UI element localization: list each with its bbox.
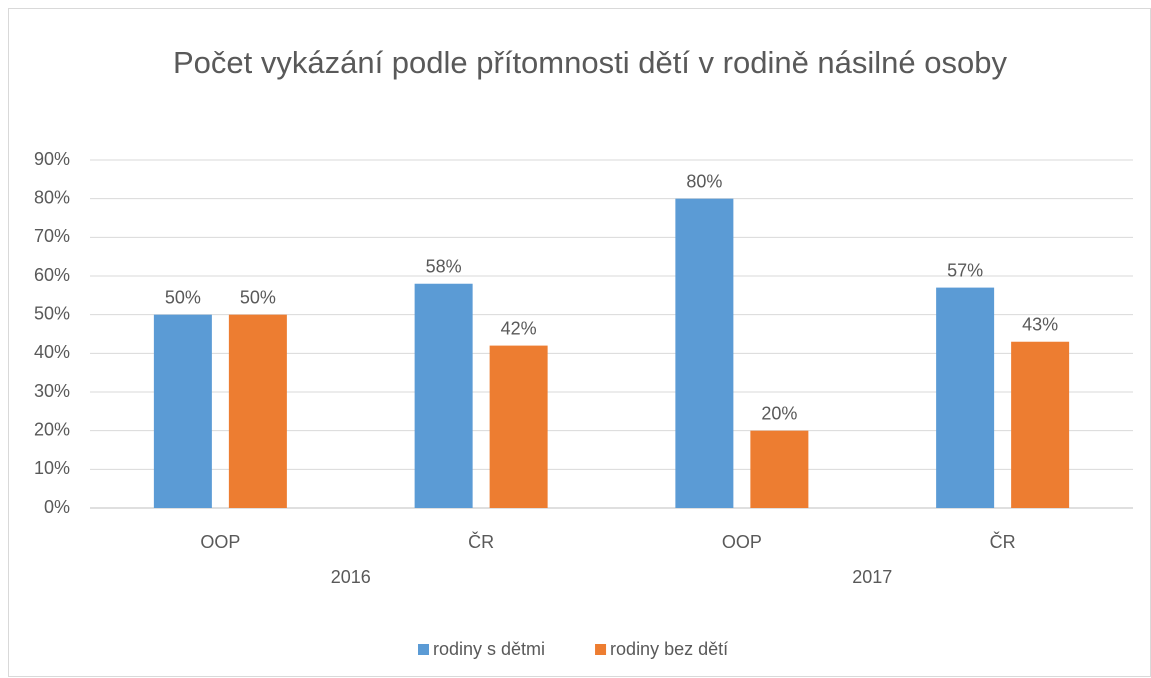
chart-title: Počet vykázání podle přítomnosti dětí v … xyxy=(172,45,1008,80)
bar xyxy=(153,314,212,508)
bar xyxy=(228,314,287,508)
x-tick-label: ČR xyxy=(990,531,1016,552)
data-label: 42% xyxy=(501,318,537,338)
y-tick-label: 40% xyxy=(34,342,70,362)
y-tick-label: 20% xyxy=(34,419,70,439)
data-label: 80% xyxy=(686,171,722,191)
y-tick-label: 80% xyxy=(34,187,70,207)
bar xyxy=(1011,341,1070,508)
y-tick-label: 50% xyxy=(34,303,70,323)
legend-swatch xyxy=(595,644,607,655)
y-tick-label: 30% xyxy=(34,381,70,401)
bar xyxy=(675,198,734,508)
x-tick-label: ČR xyxy=(468,531,494,552)
data-label: 50% xyxy=(240,287,276,307)
data-label: 43% xyxy=(1022,314,1058,334)
data-label: 20% xyxy=(761,403,797,423)
legend-label: rodiny bez dětí xyxy=(610,639,728,659)
data-label: 50% xyxy=(165,287,201,307)
data-label: 58% xyxy=(426,256,462,276)
bar xyxy=(414,283,473,508)
x-tick-label: OOP xyxy=(722,532,762,552)
y-tick-label: 70% xyxy=(34,226,70,246)
bar xyxy=(750,430,809,508)
legend-label: rodiny s dětmi xyxy=(433,639,545,659)
x-tick-label: OOP xyxy=(200,532,240,552)
bar xyxy=(489,345,548,508)
group-label: 2017 xyxy=(852,567,892,587)
legend-swatch xyxy=(418,644,429,655)
bar xyxy=(936,287,995,508)
y-tick-label: 10% xyxy=(34,458,70,478)
y-tick-label: 0% xyxy=(44,497,70,517)
y-tick-label: 60% xyxy=(34,265,70,285)
data-label: 57% xyxy=(947,260,983,280)
y-tick-label: 90% xyxy=(34,149,70,169)
group-label: 2016 xyxy=(331,567,371,587)
